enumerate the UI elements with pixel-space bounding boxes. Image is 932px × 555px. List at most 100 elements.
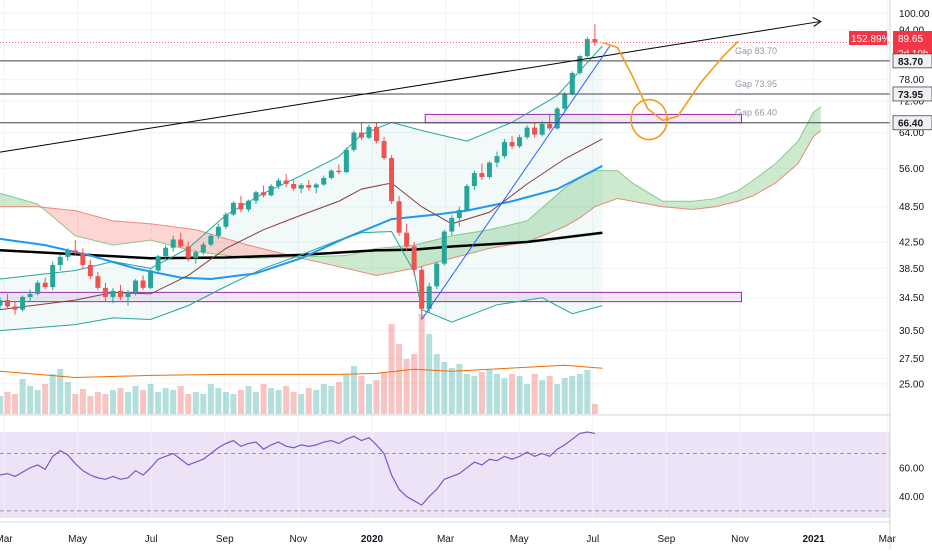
volume-bar xyxy=(102,394,109,414)
volume-bar xyxy=(546,376,553,414)
candle-body xyxy=(343,149,349,173)
cloud-segment xyxy=(632,182,663,207)
indicator-line xyxy=(0,231,603,260)
volume-bar xyxy=(72,394,79,414)
rsi-tick-label: 60.00 xyxy=(899,463,924,474)
candle-body xyxy=(577,56,583,73)
candle-body xyxy=(291,184,297,189)
price-tick-label: 64.00 xyxy=(899,128,924,139)
volume-bar xyxy=(433,354,440,414)
price-tick-label: 42.50 xyxy=(899,238,924,249)
volume-bar xyxy=(576,374,583,414)
cloud-segment xyxy=(617,170,633,202)
candle-body xyxy=(313,184,319,188)
candle-body xyxy=(321,177,327,185)
level-tag xyxy=(892,86,932,102)
candle-body xyxy=(215,226,221,236)
indicator-line xyxy=(0,364,603,378)
volume-bar xyxy=(516,376,523,414)
candle-body xyxy=(456,210,462,218)
time-tick-label: Sep xyxy=(216,534,234,545)
volume-bar xyxy=(19,379,26,414)
rsi-background xyxy=(0,432,890,518)
volume-bar xyxy=(147,384,154,414)
level-tag-label: 83.70 xyxy=(898,57,923,68)
volume-bar xyxy=(305,388,312,414)
volume-bar xyxy=(328,386,335,414)
cloud-segment xyxy=(579,170,595,218)
volume-bar xyxy=(125,392,132,414)
candles xyxy=(0,24,598,320)
candle-body xyxy=(517,137,523,147)
cloud-segment xyxy=(715,190,738,207)
cloud-segment xyxy=(564,177,580,227)
candle-body xyxy=(554,108,560,129)
candle-body xyxy=(245,200,251,210)
level-tag-label: 66.40 xyxy=(898,119,923,130)
volume-bar xyxy=(411,354,418,414)
candle-body xyxy=(35,282,41,294)
candle-body xyxy=(479,173,485,178)
candle-body xyxy=(110,290,116,297)
volume-bar xyxy=(57,369,64,414)
candle-body xyxy=(12,306,18,310)
volume-bar xyxy=(298,394,305,414)
indicator-line xyxy=(0,231,603,332)
candle-body xyxy=(426,286,432,309)
volume-bar xyxy=(162,388,169,414)
candle-body xyxy=(441,231,447,264)
candle-body xyxy=(381,141,387,158)
gap-label: Gap 83.70 xyxy=(735,46,777,56)
candle-body xyxy=(268,186,274,196)
candle-body xyxy=(0,300,3,306)
candle-body xyxy=(389,157,395,202)
volume-bar xyxy=(456,364,463,414)
volume-bar xyxy=(463,374,470,414)
candle-body xyxy=(524,127,530,138)
volume-bar xyxy=(230,394,237,414)
volume-bar xyxy=(290,392,297,414)
volume-bar xyxy=(418,314,425,414)
volume-bar xyxy=(42,384,49,414)
cloud-segment xyxy=(301,255,347,269)
volume-bar xyxy=(79,389,86,414)
volume-bar xyxy=(365,384,372,414)
candle-body xyxy=(20,296,26,310)
volume-bar xyxy=(531,374,538,414)
volume-bar xyxy=(117,388,124,414)
cloud-segment xyxy=(662,201,693,210)
volume-bar xyxy=(403,359,410,414)
price-tick-label: 56.00 xyxy=(899,164,924,175)
trend-line xyxy=(421,45,611,320)
rsi-line xyxy=(0,431,595,506)
candle-body xyxy=(238,202,244,210)
candle-body xyxy=(117,290,123,297)
candle-body xyxy=(133,280,139,293)
cloud-segment xyxy=(737,180,753,202)
candle-body xyxy=(200,244,206,253)
volume-bar xyxy=(94,392,101,414)
volume-bar xyxy=(335,382,342,414)
candle-body xyxy=(193,252,199,259)
candle-body xyxy=(230,202,236,215)
volume-bar xyxy=(591,404,598,414)
time-tick-label: Jul xyxy=(145,534,158,545)
price-tick-label: 100.00 xyxy=(899,9,930,20)
volume-bars xyxy=(0,314,598,414)
time-tick-label: Mar xyxy=(437,534,455,545)
candle-body xyxy=(404,232,410,247)
candle-body xyxy=(464,186,470,211)
volume-bar xyxy=(358,376,365,414)
cloud-segment xyxy=(451,229,490,259)
candle-body xyxy=(163,247,169,257)
volume-bar xyxy=(0,396,3,414)
candle-body xyxy=(539,123,545,135)
cloud-segment xyxy=(813,106,821,137)
cloud-segment xyxy=(775,141,799,183)
rsi-tick-label: 40.00 xyxy=(899,492,924,503)
candle-body xyxy=(57,256,63,265)
volume-bar xyxy=(237,390,244,414)
